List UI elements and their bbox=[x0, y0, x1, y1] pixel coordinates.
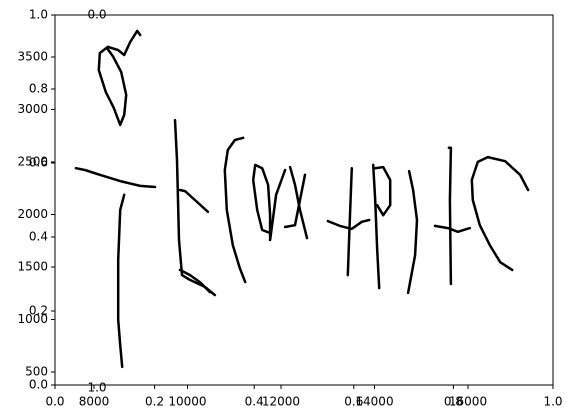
stroke bbox=[371, 163, 381, 290]
y-tick-label: 0.4 bbox=[29, 230, 48, 244]
y2-tick-label: 3500 bbox=[17, 49, 48, 63]
x2-tick-label: 14000 bbox=[355, 395, 393, 409]
x-tick-label: 0.2 bbox=[145, 395, 164, 409]
y-tick-label: 1.0 bbox=[29, 8, 48, 22]
stroke bbox=[326, 218, 371, 231]
stroke bbox=[447, 146, 453, 286]
y-tick-label: 0.2 bbox=[29, 304, 48, 318]
stroke bbox=[251, 163, 287, 242]
y2-tick-label: 2000 bbox=[17, 207, 48, 221]
y3-tick-label: 0.0 bbox=[87, 8, 106, 22]
stroke bbox=[373, 165, 392, 217]
x2-tick-label: 16000 bbox=[449, 395, 487, 409]
y2-tick-label: 1500 bbox=[17, 259, 48, 273]
y2-tick-label: 500 bbox=[25, 364, 48, 378]
x-tick-label: 0.0 bbox=[45, 395, 64, 409]
stroke bbox=[223, 136, 247, 284]
stroke bbox=[433, 224, 472, 234]
x-tick-label: 1.0 bbox=[543, 395, 562, 409]
y2-tick-label: 3000 bbox=[17, 102, 48, 116]
x-tick-label: 0.8 bbox=[444, 395, 463, 409]
stroke bbox=[406, 169, 419, 295]
x2-tick-label: 10000 bbox=[168, 395, 206, 409]
x-tick-label: 0.6 bbox=[344, 395, 363, 409]
stroke bbox=[97, 29, 142, 127]
y-tick-label: 0.6 bbox=[29, 156, 48, 170]
plot-frame bbox=[54, 14, 554, 386]
stroke bbox=[74, 166, 157, 189]
x2-tick-label: 8000 bbox=[79, 395, 110, 409]
x-tick-label: 0.4 bbox=[245, 395, 264, 409]
y-tick-label: 0.8 bbox=[29, 82, 48, 96]
y-tick-label: 0.0 bbox=[29, 378, 48, 392]
y2-tick-label: 1000 bbox=[17, 312, 48, 326]
stroke bbox=[283, 173, 307, 229]
stroke bbox=[346, 166, 354, 277]
y3-tick-label: 1.0 bbox=[87, 381, 106, 395]
stroke bbox=[470, 155, 530, 272]
stroke bbox=[116, 193, 126, 369]
stroke bbox=[173, 118, 217, 297]
x2-tick-label: 12000 bbox=[262, 395, 300, 409]
stroke bbox=[178, 268, 212, 294]
stroke bbox=[178, 188, 210, 214]
y2-tick-label: 2500 bbox=[17, 154, 48, 168]
stroke bbox=[288, 165, 309, 240]
